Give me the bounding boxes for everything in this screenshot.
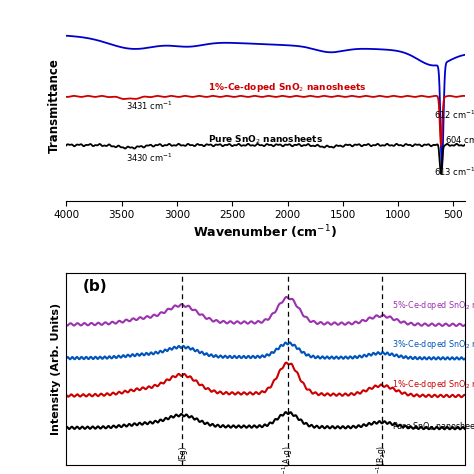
Text: (b): (b) (82, 279, 107, 294)
Text: 3430 cm$^{-1}$: 3430 cm$^{-1}$ (126, 152, 173, 164)
Text: $^{-1}$(B$_2$g): $^{-1}$(B$_2$g) (374, 445, 389, 474)
Text: 3%-Ce-doped SnO$_2$ nanosheets: 3%-Ce-doped SnO$_2$ nanosheets (392, 338, 474, 351)
Y-axis label: Intensity (Arb. Units): Intensity (Arb. Units) (51, 303, 61, 435)
Text: (Eg): (Eg) (178, 445, 187, 461)
Y-axis label: Transmittance: Transmittance (48, 58, 61, 153)
Text: cm$^{-1}$(A$_1$g): cm$^{-1}$(A$_1$g) (281, 445, 295, 474)
Text: 1%-Ce-doped SnO$_2$ nanosheets: 1%-Ce-doped SnO$_2$ nanosheets (208, 81, 367, 94)
Text: 613 cm$^{-1}$: 613 cm$^{-1}$ (434, 166, 474, 178)
Text: 604 cm$^{-1}$: 604 cm$^{-1}$ (445, 134, 474, 146)
Text: 612 cm$^{-1}$: 612 cm$^{-1}$ (434, 109, 474, 121)
X-axis label: Wavenumber (cm$^{-1}$): Wavenumber (cm$^{-1}$) (193, 223, 337, 241)
Text: Pure SnO$_2$ nanosheets: Pure SnO$_2$ nanosheets (208, 134, 323, 146)
Text: 1%-Ce-doped SnO$_2$ nanosheets: 1%-Ce-doped SnO$_2$ nanosheets (392, 378, 474, 392)
Text: 5%-Ce-doped SnO$_2$ nanosheets: 5%-Ce-doped SnO$_2$ nanosheets (392, 299, 474, 312)
Text: 3431 cm$^{-1}$: 3431 cm$^{-1}$ (126, 100, 173, 112)
Text: Pure SnO$_2$ nanosheets: Pure SnO$_2$ nanosheets (392, 420, 474, 433)
